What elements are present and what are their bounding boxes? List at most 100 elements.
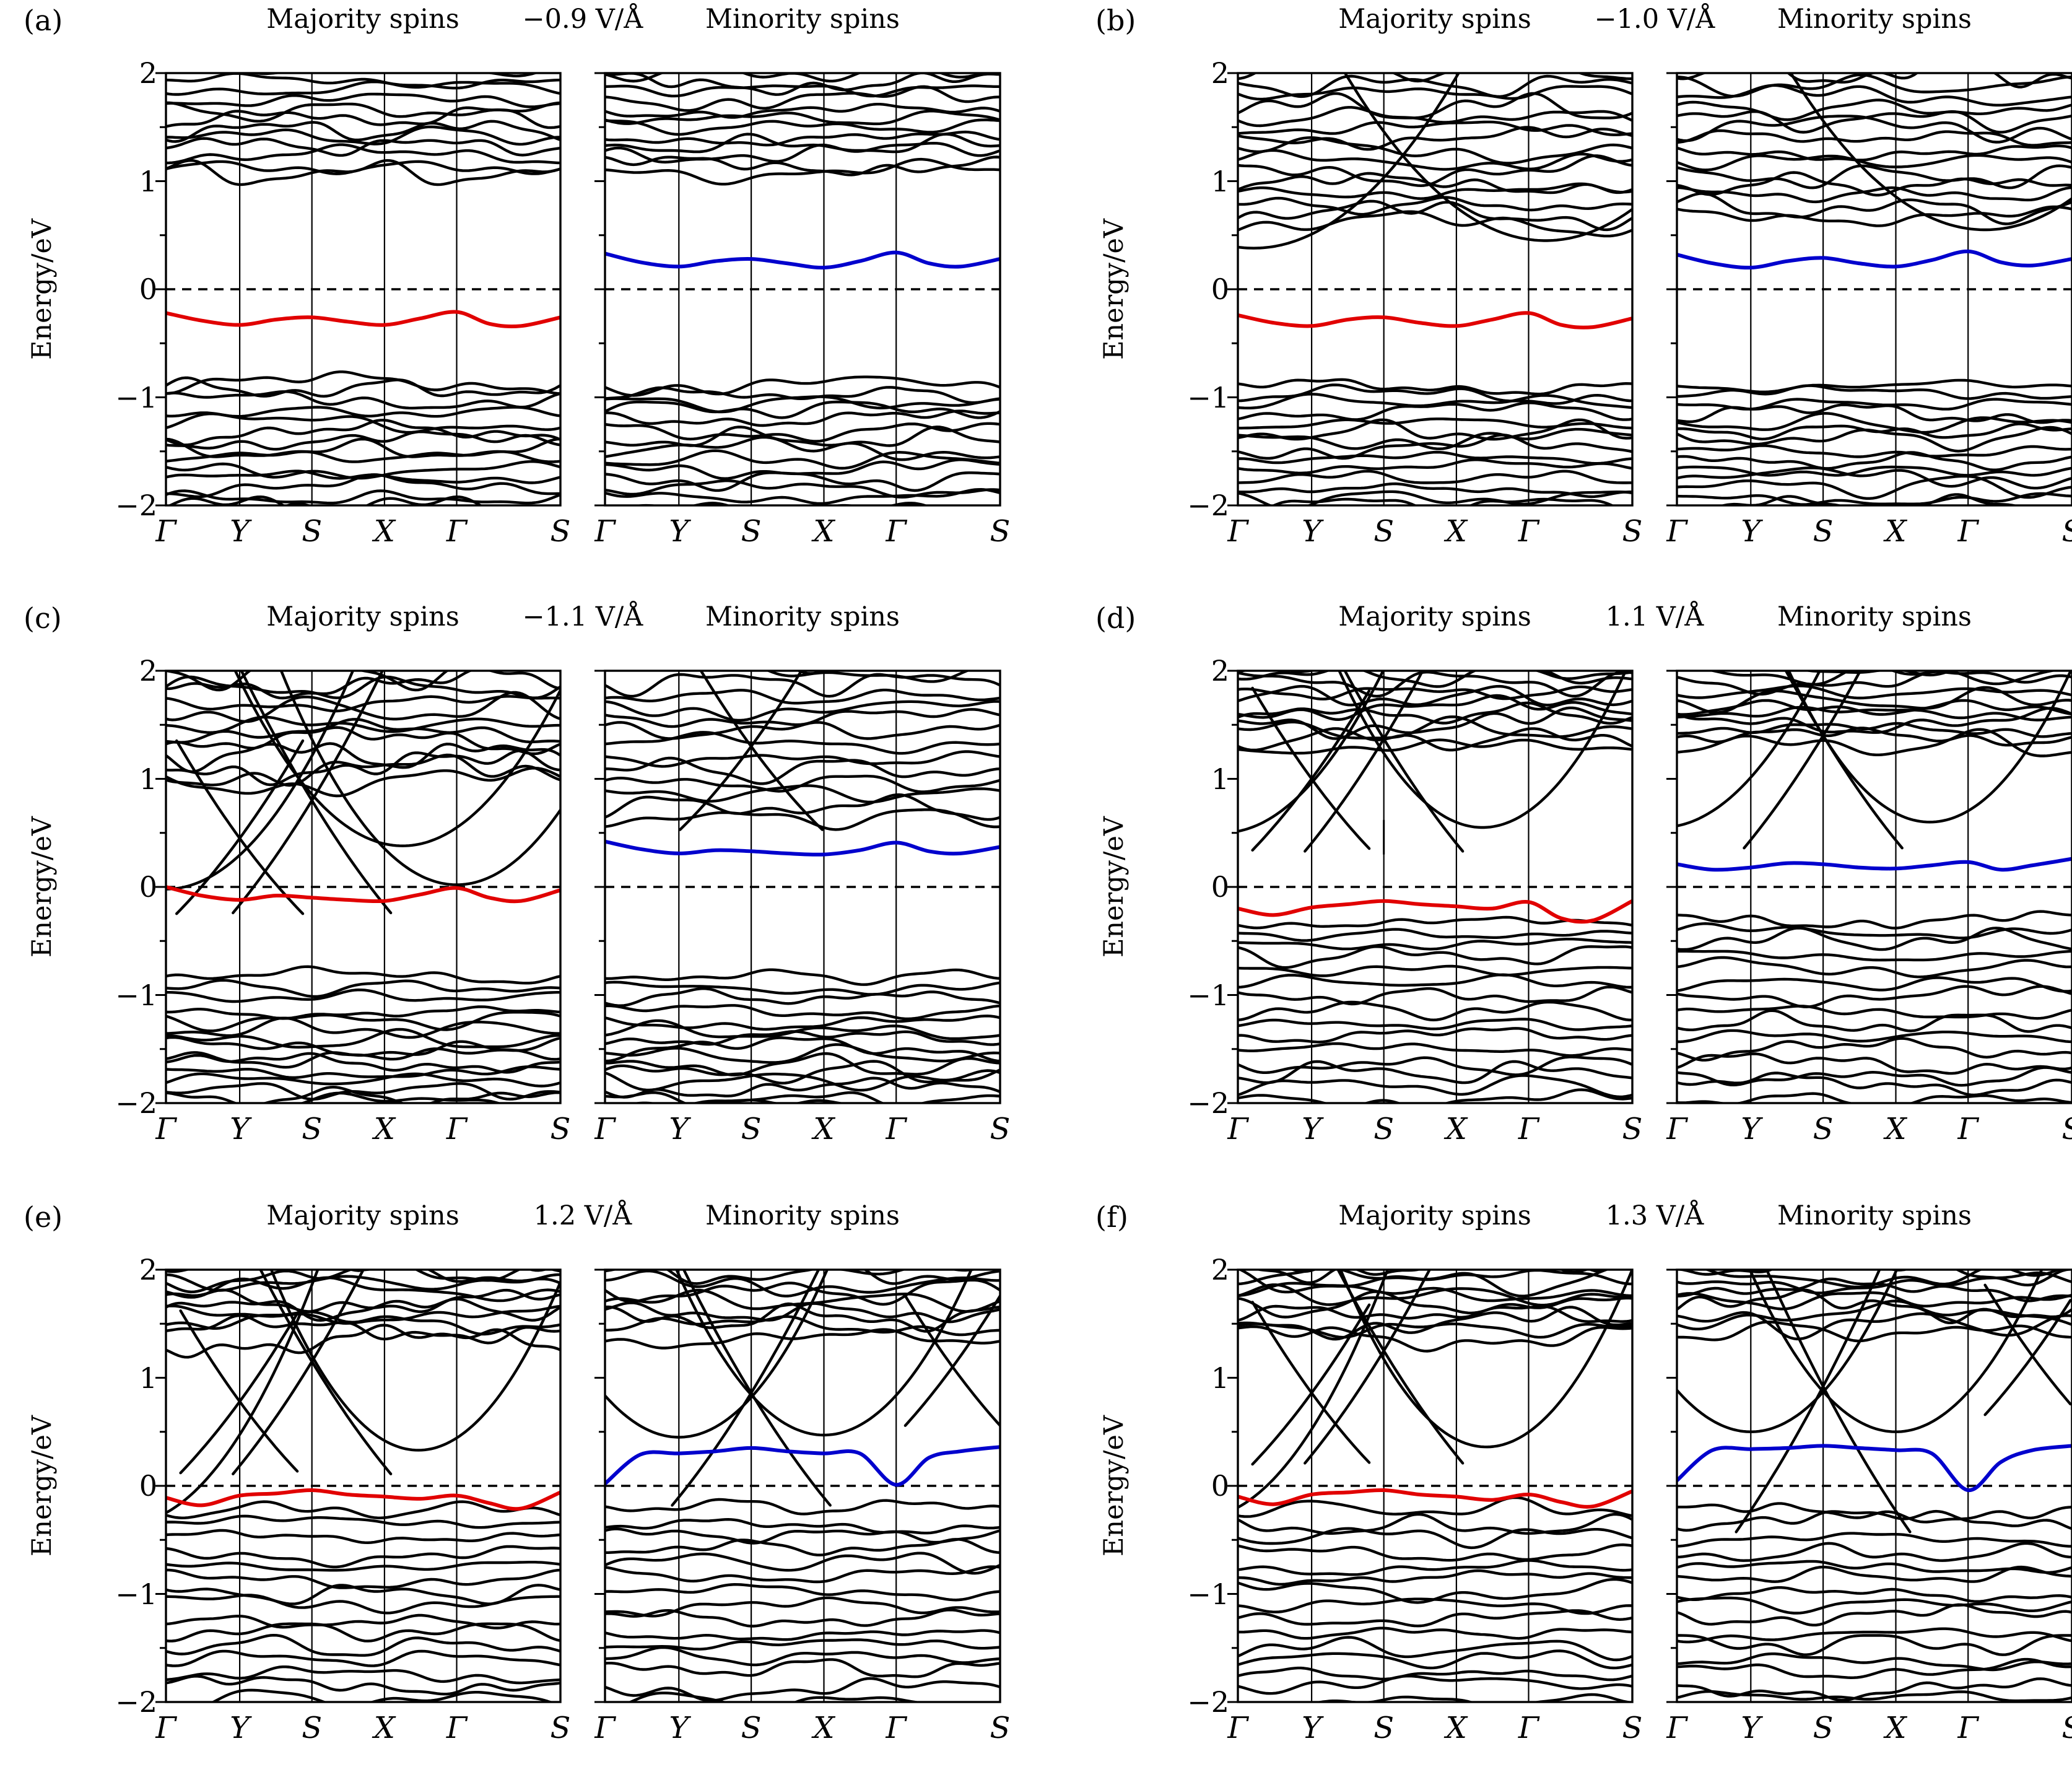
energy-band <box>1238 126 1632 151</box>
energy-band <box>1238 671 1632 680</box>
energy-band <box>166 125 560 146</box>
energy-band <box>605 1278 1000 1306</box>
y-tick-label: 2 <box>1211 654 1229 687</box>
parabolic-band <box>1789 73 2072 232</box>
k-point-label: Y <box>230 1112 250 1146</box>
energy-band <box>1677 956 2072 979</box>
energy-band <box>1493 1102 1504 1103</box>
majority-title: Majority spins <box>1338 4 1531 35</box>
energy-band <box>1238 1074 1632 1099</box>
k-point-label: Γ <box>1227 514 1248 549</box>
energy-band <box>605 1015 1000 1031</box>
minority-bands-svg <box>1666 72 2072 507</box>
crossing-band <box>1983 1299 2072 1416</box>
plot-area <box>605 73 1000 526</box>
y-axis-label: Energy/eV <box>1099 219 1130 360</box>
majority-title: Majority spins <box>266 4 459 35</box>
y-tick-label: 2 <box>139 1253 157 1286</box>
energy-band <box>1238 1674 1632 1695</box>
energy-band <box>1238 154 1632 187</box>
energy-band <box>1238 646 1632 669</box>
energy-band <box>1677 1071 2072 1097</box>
plot-area <box>166 73 560 505</box>
energy-band <box>605 1538 1000 1556</box>
energy-band <box>1238 149 1632 171</box>
energy-band <box>166 1105 560 1119</box>
k-point-label: Y <box>1741 1711 1761 1745</box>
majority-bands-svg <box>155 72 562 507</box>
energy-band <box>1677 1603 2072 1626</box>
energy-band <box>1238 469 1632 484</box>
energy-band <box>1238 458 1632 474</box>
energy-band <box>605 471 1000 492</box>
highlight-band <box>605 250 1000 270</box>
parabolic-band <box>1343 73 1632 242</box>
energy-band <box>1677 1657 2072 1679</box>
y-tick-label: 2 <box>139 654 157 687</box>
energy-band <box>605 756 1000 785</box>
energy-band <box>166 1028 560 1049</box>
parabolic-band <box>1338 671 1627 829</box>
energy-band <box>605 426 1000 447</box>
energy-band <box>1238 85 1632 101</box>
energy-band <box>1300 504 1530 505</box>
energy-band <box>605 488 1000 505</box>
k-point-label: Γ <box>1518 1711 1539 1745</box>
k-point-label: S <box>1622 514 1643 549</box>
energy-band <box>605 1707 1000 1729</box>
highlight-band <box>166 885 560 904</box>
energy-band <box>166 749 560 787</box>
energy-band <box>166 1052 560 1074</box>
energy-band <box>1238 671 1632 688</box>
energy-band <box>167 495 483 505</box>
y-tick-label: 2 <box>1211 56 1229 90</box>
energy-band <box>1677 722 2072 738</box>
k-point-label: S <box>741 1711 762 1745</box>
energy-band <box>605 395 1000 414</box>
parabolic-band <box>1238 1270 1390 1509</box>
energy-band <box>605 1518 1000 1535</box>
energy-band <box>605 793 1000 821</box>
y-tick-label: −1 <box>115 380 157 414</box>
energy-band <box>605 510 1000 526</box>
y-tick-label: 1 <box>1211 1361 1229 1395</box>
energy-band <box>1677 1271 2072 1294</box>
k-point-label: Γ <box>1957 1112 1978 1146</box>
energy-band <box>605 73 1000 83</box>
k-point-label: Γ <box>155 1711 176 1745</box>
k-point-label: X <box>813 1711 835 1745</box>
crossing-band <box>1784 671 1904 850</box>
crossing-band <box>1336 1270 1465 1465</box>
k-point-label: Γ <box>886 1112 907 1146</box>
energy-band <box>1238 945 1632 969</box>
k-point-label: S <box>1813 1112 1834 1146</box>
energy-band <box>1238 973 1632 989</box>
energy-band <box>1677 98 2072 121</box>
energy-band <box>605 700 1000 722</box>
minority-bands-svg <box>1666 1268 2072 1703</box>
energy-band <box>1238 172 1632 194</box>
energy-band <box>1271 497 1615 505</box>
panel-label: (c) <box>24 601 62 635</box>
highlight-band <box>605 1445 1000 1487</box>
energy-band <box>1677 384 2072 400</box>
energy-band <box>166 1310 560 1336</box>
energy-band <box>1677 705 2072 722</box>
energy-band <box>166 675 560 699</box>
minority-bands-svg <box>594 670 1001 1104</box>
k-point-label: X <box>1445 514 1467 549</box>
k-point-label: Γ <box>1518 1112 1539 1146</box>
panel-e: (e) Majority spins 1.2 V/Å Minority spins En… <box>0 1197 1028 1785</box>
energy-band <box>166 1649 560 1667</box>
crossing-band <box>903 1294 1000 1427</box>
energy-band <box>1238 1496 1632 1518</box>
minority-title: Minority spins <box>705 1200 900 1231</box>
energy-band <box>1677 1677 2072 1702</box>
k-point-label: Y <box>1302 514 1321 549</box>
energy-band <box>1677 403 2072 424</box>
energy-band <box>1238 1706 1632 1721</box>
energy-band <box>605 1270 1000 1285</box>
minority-bands-svg <box>1666 670 2072 1104</box>
energy-band <box>1238 1512 1632 1535</box>
y-tick-label: −2 <box>115 489 157 522</box>
